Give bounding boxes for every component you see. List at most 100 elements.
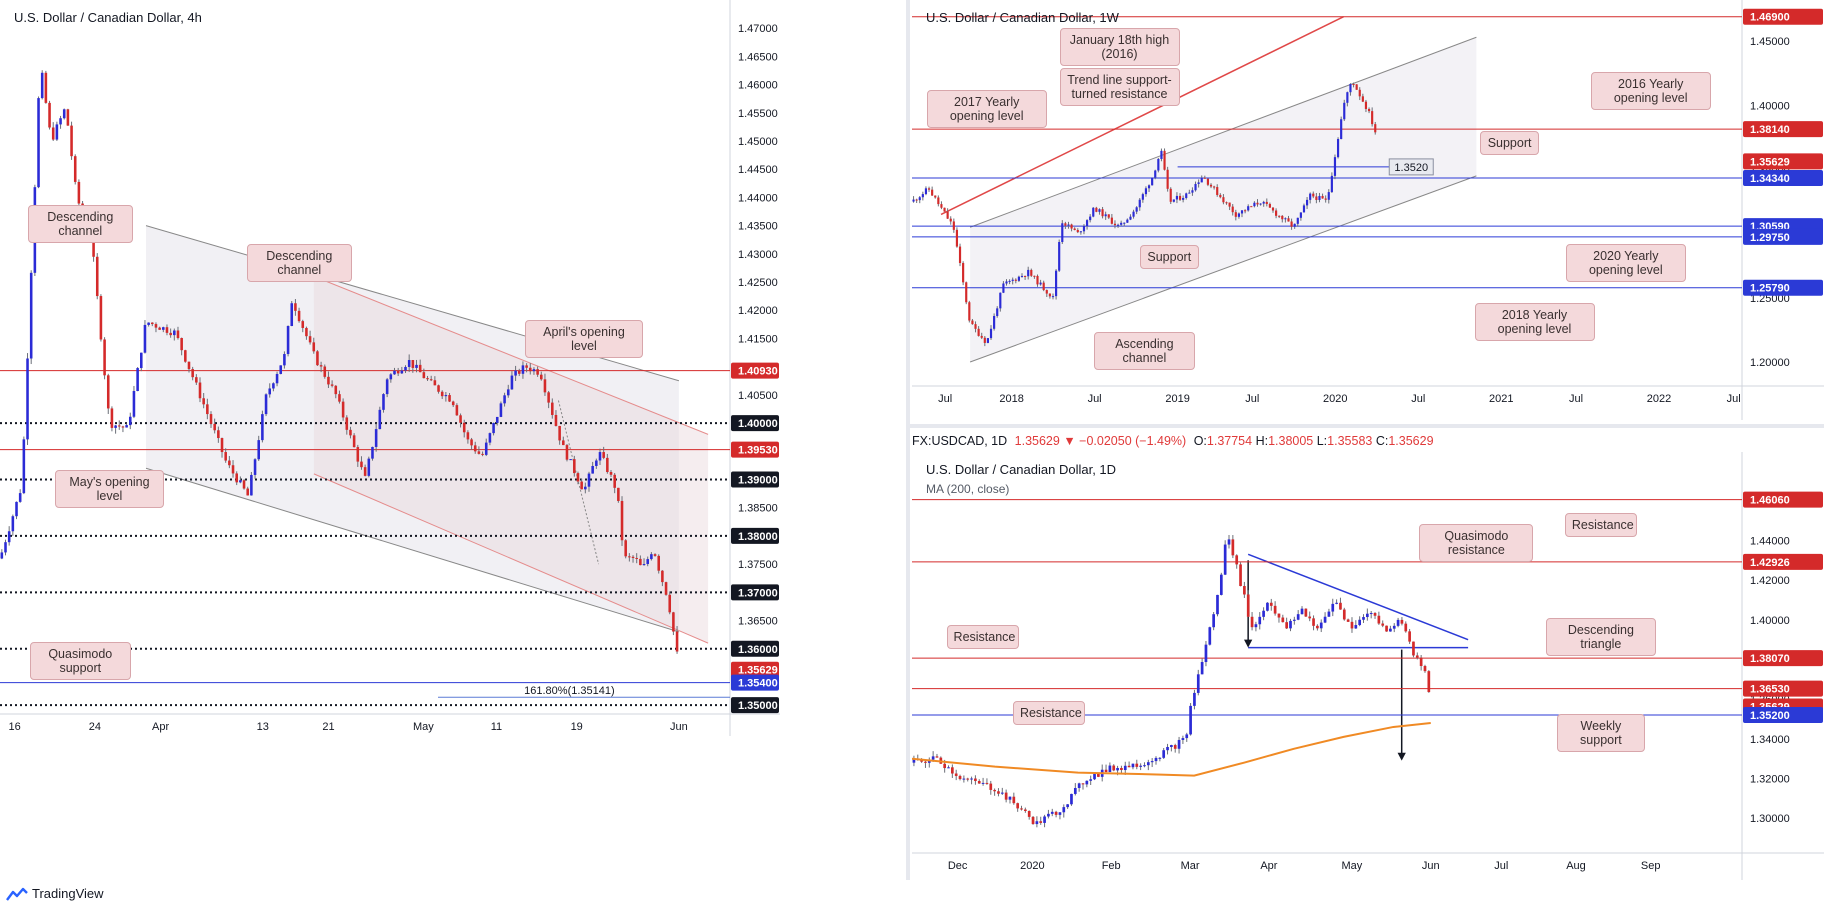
tradingview-brand[interactable]: TradingView (32, 886, 104, 901)
chart-annotation[interactable]: Descending channel (246, 244, 353, 283)
candle-bull (1340, 119, 1343, 140)
candle-bear (1024, 275, 1027, 277)
chart-annotation[interactable]: 2017 Yearly opening level (926, 89, 1047, 128)
y-tick-label: 1.45000 (738, 136, 778, 148)
y-tick-label: 1.38500 (738, 503, 778, 515)
candle-bull (59, 118, 62, 125)
candle-bear (151, 322, 154, 325)
chart-canvas-4h[interactable]: 161.80%(1.35141) 1.47000 1.46500 1.46000 1.4… (0, 0, 780, 736)
candle-bear (206, 404, 209, 415)
chart-annotation[interactable]: Quasimodo support (29, 642, 131, 681)
candle-bull (1139, 765, 1142, 767)
candle-bull (1296, 614, 1300, 620)
last-price: 1.35629 (1014, 434, 1060, 448)
x-tick-label: Aug (1566, 860, 1586, 872)
candle-bull (1061, 223, 1064, 242)
candle-bear (1412, 641, 1415, 656)
x-tick-label: Jul (1569, 393, 1583, 405)
candle-bull (1123, 222, 1126, 224)
chart-annotation[interactable]: Trend line support-turned resistance (1059, 68, 1180, 107)
candle-bear (312, 342, 316, 352)
candle-bull (283, 354, 286, 366)
candle-bull (1305, 199, 1309, 206)
candle-bear (1027, 810, 1031, 817)
chart-annotation[interactable]: 2020 Yearly opening level (1565, 243, 1686, 282)
x-tick-label: 2021 (1489, 393, 1513, 405)
chart-annotation[interactable]: Ascending channel (1093, 332, 1196, 371)
candle-bull (1141, 194, 1144, 200)
candle-bear (980, 335, 983, 338)
candle-bull (1182, 198, 1185, 200)
low-value: 1.35583 (1327, 434, 1373, 448)
candle-bear (459, 415, 462, 423)
candle-bull (143, 324, 147, 353)
candle-bear (1036, 275, 1039, 285)
x-tick-label: 2019 (1165, 393, 1189, 405)
y-tick-label: 1.46500 (738, 51, 778, 63)
chart-annotation[interactable]: 2016 Yearly opening level (1590, 71, 1711, 110)
chart-annotation[interactable]: 2018 Yearly opening level (1474, 302, 1595, 341)
price-label-box (731, 471, 779, 488)
candle-bear (602, 452, 605, 458)
candle-bear (1321, 195, 1324, 199)
candle-bear (554, 414, 558, 426)
chart-annotation[interactable]: Support (1139, 245, 1199, 270)
chart-annotation[interactable]: Resistance (1012, 701, 1085, 726)
candle-bull (37, 98, 40, 188)
candle-bull (1358, 619, 1362, 626)
chart-annotation[interactable]: May's opening level (54, 469, 165, 508)
candle-bear (1342, 609, 1346, 620)
candle-bear (187, 361, 191, 370)
chart-annotation[interactable]: January 18th high (2016) (1059, 28, 1180, 66)
chart-annotation[interactable]: Weekly support (1556, 713, 1646, 752)
candle-bull (140, 352, 143, 369)
candle-bear (213, 423, 216, 431)
candle-bull (1208, 627, 1212, 645)
candle-bear (1070, 224, 1073, 229)
chart-panel-weekly[interactable]: 1.35201.450001.400001.350001.300001.2500… (912, 0, 1824, 420)
candle-bear (301, 321, 305, 328)
ma-indicator-label[interactable]: MA (200, close) (926, 482, 1010, 496)
y-tick-label: 1.36500 (738, 616, 778, 628)
chart-canvas-weekly[interactable]: 1.35201.450001.400001.350001.300001.2500… (912, 0, 1824, 420)
candle-bull (970, 778, 973, 780)
chart-panel-daily[interactable]: 1.460001.440001.420001.400001.380001.360… (912, 452, 1824, 880)
candle-bull (393, 370, 396, 375)
chart-annotation[interactable]: Descending triangle (1546, 617, 1656, 656)
chart-annotation[interactable]: Support (1479, 130, 1540, 155)
candle-bear (1004, 792, 1008, 800)
chart-annotation[interactable]: April's opening level (524, 320, 644, 359)
candle-bull (147, 322, 150, 325)
candle-bear (1243, 586, 1246, 595)
candle-bear (352, 435, 356, 448)
candle-bear (165, 327, 169, 333)
chart-panel-4h[interactable]: 161.80%(1.35141) 1.47000 1.46500 1.46000 1.4… (0, 0, 780, 736)
candle-bull (993, 316, 996, 329)
candle-bear (1163, 150, 1166, 170)
y-tick-label: 1.30000 (1750, 813, 1790, 825)
candle-bear (1304, 608, 1308, 617)
candle-bull (1349, 84, 1352, 93)
candle-bear (1287, 218, 1290, 222)
open-label: O: (1193, 434, 1207, 448)
chart-annotation[interactable]: Resistance (1564, 512, 1637, 537)
panel-divider-horizontal[interactable] (910, 424, 1824, 428)
open-value: 1.37754 (1206, 434, 1253, 448)
candle-bear (327, 376, 330, 385)
panel-divider-vertical[interactable] (906, 0, 910, 880)
candle-bull (1066, 804, 1069, 808)
candle-bull (261, 414, 264, 441)
candle-bull (1104, 214, 1107, 217)
candle-bear (965, 282, 968, 303)
chart-annotation[interactable]: Resistance (946, 624, 1019, 649)
candle-bull (569, 459, 572, 461)
arrow-head-2 (1397, 752, 1406, 761)
chart-canvas-daily[interactable]: 1.460001.440001.420001.400001.380001.360… (912, 452, 1824, 880)
chart-annotation[interactable]: Quasimodo resistance (1419, 524, 1534, 563)
symbol-label[interactable]: FX:USDCAD, 1D (912, 434, 1008, 448)
tradingview-logo-icon[interactable] (6, 886, 28, 902)
candle-bear (1113, 223, 1117, 226)
chart-annotation[interactable]: Descending channel (27, 204, 134, 243)
x-tick-label: 2020 (1020, 860, 1044, 872)
candle-bull (1292, 619, 1296, 621)
